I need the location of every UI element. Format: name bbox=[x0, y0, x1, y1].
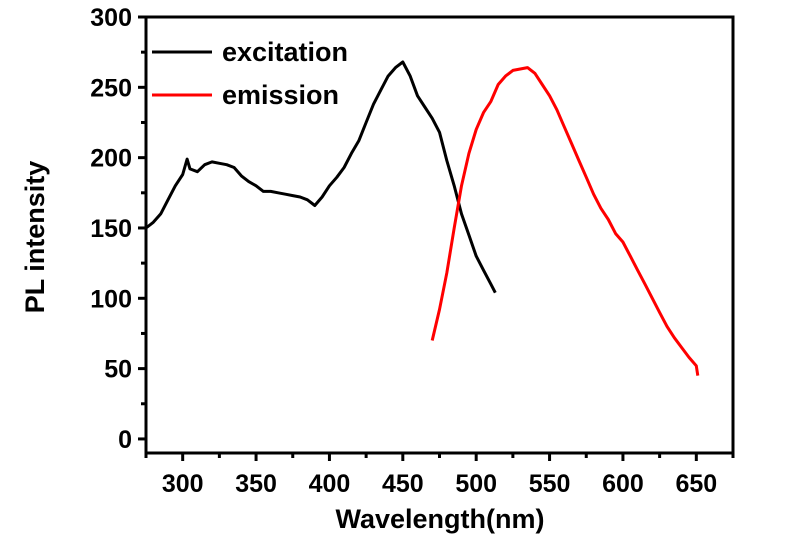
x-axis-title: Wavelength(nm) bbox=[336, 504, 545, 534]
y-tick-label: 150 bbox=[90, 215, 132, 243]
y-tick-label: 250 bbox=[90, 74, 132, 102]
series-line-emission bbox=[430, 66, 700, 376]
y-axis-title: PL intensity bbox=[20, 161, 50, 314]
x-tick-label: 350 bbox=[235, 470, 277, 498]
y-tick-label: 200 bbox=[90, 145, 132, 173]
legend-label-emission: emission bbox=[222, 80, 339, 110]
legend: excitation emission bbox=[152, 37, 348, 110]
y-tick-label: 300 bbox=[90, 4, 132, 32]
y-tick-label: 0 bbox=[118, 426, 132, 454]
series-line-excitation bbox=[145, 60, 497, 294]
y-tick-label: 100 bbox=[90, 285, 132, 313]
x-tick-label: 550 bbox=[529, 470, 571, 498]
x-tick-label: 450 bbox=[382, 470, 424, 498]
x-tick-label: 300 bbox=[162, 470, 204, 498]
x-tick-label: 650 bbox=[675, 470, 717, 498]
y-tick-label: 50 bbox=[104, 356, 132, 384]
x-tick-label: 400 bbox=[309, 470, 351, 498]
x-tick-label: 500 bbox=[455, 470, 497, 498]
x-axis: 300 350 400 450 500 550 600 650 bbox=[144, 453, 735, 498]
legend-label-excitation: excitation bbox=[222, 37, 348, 67]
x-tick-label: 600 bbox=[602, 470, 644, 498]
y-axis: 0 50 100 150 200 250 300 bbox=[90, 4, 146, 454]
series-layer bbox=[145, 60, 700, 376]
